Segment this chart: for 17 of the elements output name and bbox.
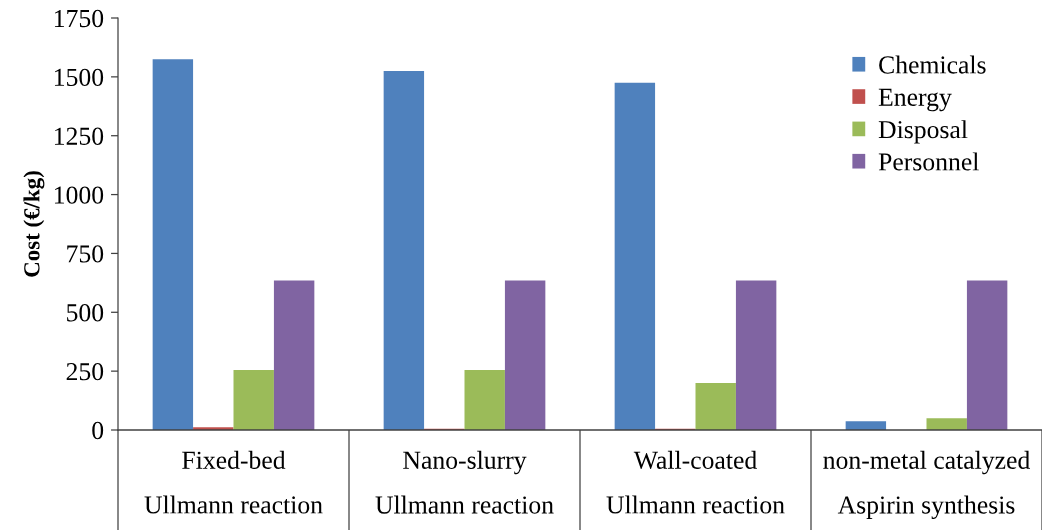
y-tick-label: 1750 [54,9,104,28]
y-tick-label: 0 [92,421,104,440]
legend-label: Energy [878,88,952,112]
y-tick-label: 1000 [54,186,104,204]
y-tick-label: 1500 [54,68,104,87]
y-tick-label: 250 [66,362,104,381]
y-tick-label: 1250 [54,127,104,145]
x-tick-label: Wall-coated Ullmann reaction [606,450,785,514]
y-tick-label: 500 [67,304,104,322]
x-tick-label: Fixed-bed Ullmann reaction [144,450,323,514]
x-tick-label: Nano-slurry Ullmann reaction [375,450,554,514]
x-tick-label: non-metal catalyzed Aspirin synthesis [823,450,1030,519]
legend-label: Disposal [878,120,968,144]
y-tick-label: 750 [67,245,104,263]
y-axis-title: Cost (€/kg) [23,171,45,277]
legend-label: Personnel [878,152,979,171]
legend-label: Chemicals [879,55,986,74]
